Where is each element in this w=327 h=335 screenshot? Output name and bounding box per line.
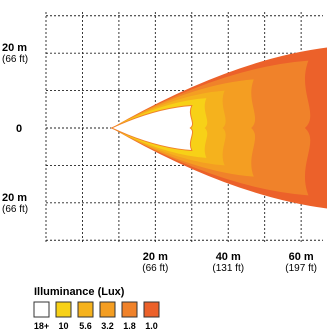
- x-tick-label: 60 m: [289, 251, 314, 263]
- legend-swatch: [99, 301, 116, 318]
- legend-title: Illuminance (Lux): [34, 286, 125, 298]
- y-tick-label: 0: [16, 123, 22, 135]
- x-tick-sublabel: (131 ft): [212, 263, 244, 274]
- legend-label: 1.0: [145, 321, 158, 331]
- legend-label: 18+: [34, 321, 49, 331]
- y-tick-sublabel: (66 ft): [2, 54, 28, 65]
- beam-pattern: [110, 47, 327, 209]
- x-tick-sublabel: (197 ft): [285, 263, 317, 274]
- x-tick-label: 40 m: [216, 251, 241, 263]
- y-tick-label: 20 m: [2, 42, 27, 54]
- y-axis-labels: 20 m(66 ft)020 m(66 ft): [2, 42, 28, 215]
- x-tick-sublabel: (66 ft): [142, 263, 168, 274]
- legend-swatch: [77, 301, 94, 318]
- x-tick-label: 20 m: [143, 251, 168, 263]
- y-tick-label: 20 m: [2, 192, 27, 204]
- beam-zone-18-: [110, 104, 194, 152]
- legend: 18+ 10 5.6 3.2 1.8 1.0: [33, 301, 160, 331]
- legend-label: 1.8: [123, 321, 136, 331]
- legend-swatch: [143, 301, 160, 318]
- legend-swatch: [121, 301, 138, 318]
- y-tick-sublabel: (66 ft): [2, 204, 28, 215]
- x-axis-labels: 20 m(66 ft) 40 m(131 ft) 60 m(197 ft): [142, 251, 317, 274]
- legend-swatch: [55, 301, 72, 318]
- legend-label: 3.2: [101, 321, 114, 331]
- legend-label: 5.6: [79, 321, 92, 331]
- legend-label: 10: [58, 321, 68, 331]
- legend-swatch: [33, 301, 50, 318]
